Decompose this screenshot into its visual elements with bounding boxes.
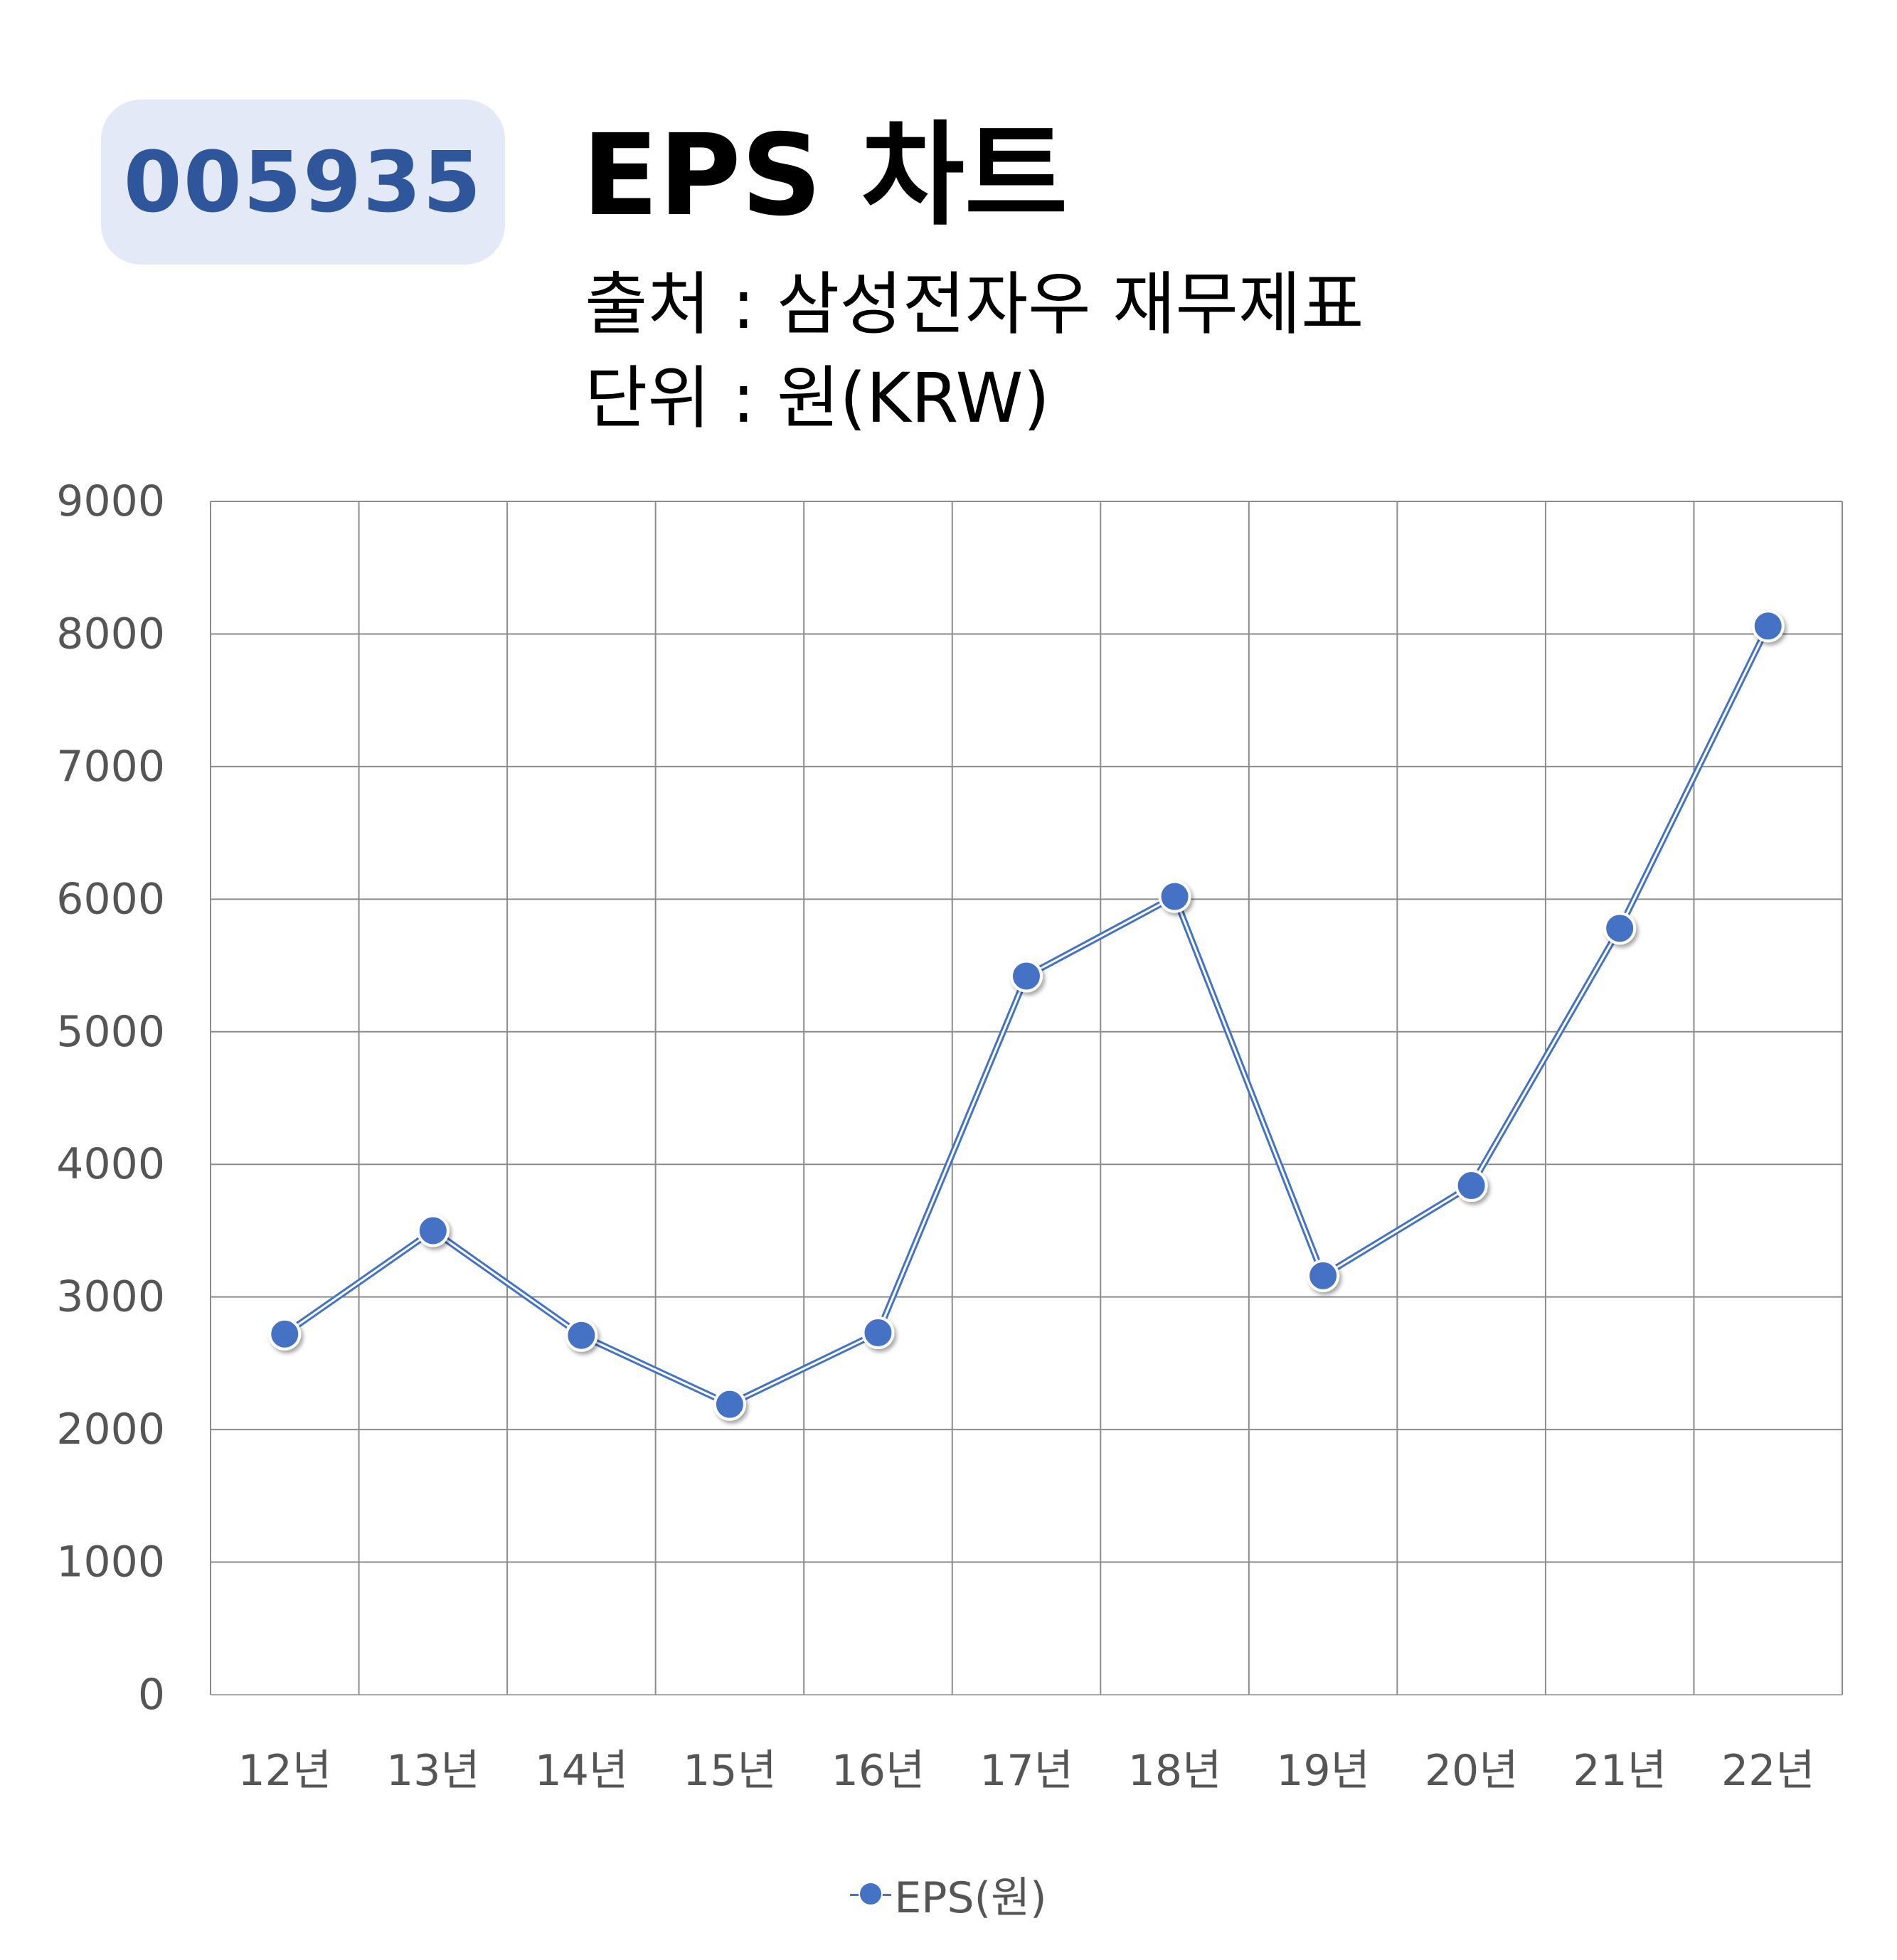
y-tick-label: 9000: [56, 476, 165, 526]
y-tick-label: 3000: [56, 1272, 165, 1322]
source-line: 출처 : 삼성전자우 재무제표: [585, 265, 1364, 344]
y-tick-label: 4000: [56, 1139, 165, 1189]
x-tick-label: 14년: [535, 1746, 629, 1796]
y-tick-label: 5000: [56, 1007, 165, 1057]
y-tick-label: 6000: [56, 874, 165, 924]
unit-line: 단위 : 원(KRW): [585, 358, 1050, 438]
legend: EPS(원): [0, 1863, 1897, 1925]
data-point[interactable]: [1455, 1169, 1488, 1203]
y-tick-label: 8000: [56, 609, 165, 659]
x-tick-label: 17년: [979, 1746, 1073, 1796]
ticker-badge: 005935: [101, 100, 505, 265]
x-axis-labels: 12년 13년 14년 15년 16년 17년 18년 19년 20년 21년 22년: [238, 1746, 1814, 1796]
data-point[interactable]: [1307, 1259, 1340, 1292]
x-tick-label: 13년: [386, 1746, 480, 1796]
y-tick-label: 0: [138, 1670, 165, 1720]
data-point[interactable]: [416, 1214, 450, 1247]
x-tick-label: 21년: [1573, 1746, 1667, 1796]
data-point[interactable]: [1603, 912, 1637, 945]
data-point[interactable]: [861, 1316, 895, 1350]
series-eps: [268, 609, 1785, 1421]
y-tick-label: 2000: [56, 1405, 165, 1454]
y-axis-labels: 0 1000 2000 3000 4000 5000 6000 7000 8000 9000: [56, 476, 165, 1720]
x-tick-label: 18년: [1128, 1746, 1222, 1796]
legend-label: EPS(원): [894, 1873, 1047, 1923]
data-point[interactable]: [1158, 880, 1191, 913]
legend-marker-icon: [850, 1880, 892, 1909]
eps-line-chart: 0 1000 2000 3000 4000 5000 6000 7000 8000 9000 12…: [56, 476, 1843, 1796]
x-tick-label: 22년: [1721, 1746, 1815, 1796]
x-tick-label: 20년: [1425, 1746, 1519, 1796]
data-point[interactable]: [1010, 959, 1043, 993]
data-point[interactable]: [713, 1388, 746, 1421]
x-tick-label: 19년: [1276, 1746, 1370, 1796]
x-tick-label: 16년: [831, 1746, 925, 1796]
data-point[interactable]: [268, 1317, 302, 1351]
data-point[interactable]: [1751, 609, 1785, 643]
y-tick-label: 7000: [56, 742, 165, 792]
x-tick-label: 12년: [238, 1746, 331, 1796]
ticker-code: 005935: [123, 133, 483, 231]
x-tick-label: 15년: [683, 1746, 777, 1796]
data-point[interactable]: [565, 1319, 598, 1352]
legend-item-eps[interactable]: EPS(원): [850, 1863, 1047, 1925]
chart-title: EPS 차트: [582, 110, 1068, 241]
grid-lines: [210, 501, 1843, 1695]
y-tick-label: 1000: [56, 1538, 165, 1587]
